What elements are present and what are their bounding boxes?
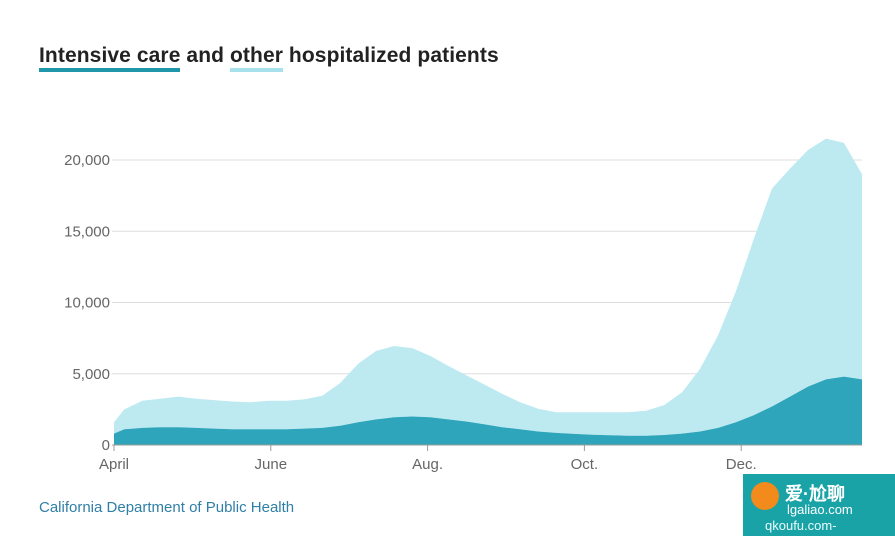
y-tick-label: 5,000 — [72, 366, 110, 383]
series-other-hospitalized-area — [114, 138, 862, 436]
x-tick-label: June — [255, 456, 288, 473]
watermark-line2: lgaliao.com — [787, 502, 853, 517]
y-tick-label: 10,000 — [64, 295, 110, 312]
watermark: 爱·尬聊 lgaliao.com qkoufu.com- — [743, 474, 895, 536]
watermark-line3: qkoufu.com- — [765, 518, 837, 533]
area-chart: 0 5,000 10,000 15,000 20,000 April June Aug. Oct… — [64, 138, 862, 473]
source-credit: California Department of Public Health — [39, 499, 295, 516]
watermark-line1: 爱·尬聊 — [785, 484, 845, 504]
watermark-logo-icon — [751, 482, 779, 510]
title-connector: and — [180, 44, 230, 67]
y-tick-label: 15,000 — [64, 223, 110, 240]
x-tick-label: Dec. — [726, 456, 757, 473]
series-intensive-care-area — [114, 376, 862, 445]
x-tick-label: Oct. — [571, 456, 599, 473]
title-rest: hospitalized patients — [283, 44, 499, 67]
x-tick-label: April — [99, 456, 129, 473]
chart-title: Intensive care and other hospitalized pa… — [39, 44, 499, 72]
y-tick-label: 0 — [102, 437, 110, 454]
y-tick-label: 20,000 — [64, 152, 110, 169]
x-tick-label: Aug. — [412, 456, 443, 473]
legend-key-icu: Intensive care — [39, 44, 181, 72]
legend-key-other: other — [230, 44, 283, 72]
